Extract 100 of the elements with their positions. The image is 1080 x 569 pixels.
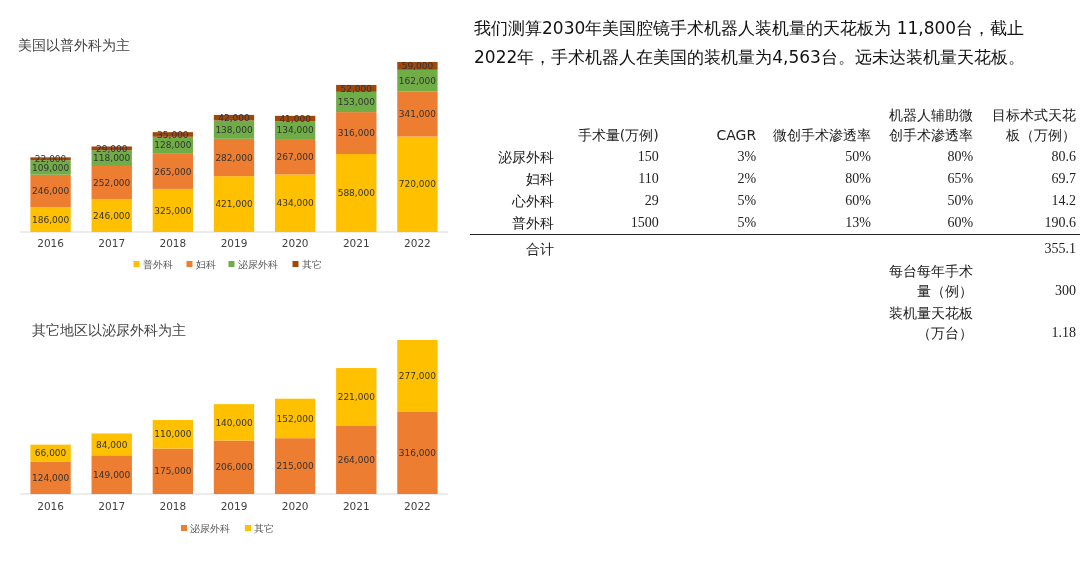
bar: [397, 340, 438, 412]
bar: [336, 368, 377, 426]
bar: [336, 112, 377, 155]
x-tick-label: 2022: [404, 500, 431, 512]
text: 装机量天花板（万台）: [889, 305, 974, 341]
bar: [152, 448, 194, 494]
data-label: 124,000: [31, 473, 70, 484]
category-label: 手术量(万例): [576, 126, 660, 145]
x-tick-label: 2020: [281, 237, 309, 249]
bar: [336, 154, 377, 232]
data-label: 128,000: [154, 140, 192, 151]
text: 5%: [737, 193, 757, 208]
data-label: 221,000: [337, 391, 376, 402]
x-tick-label: 2020: [281, 500, 309, 512]
data-label: 267,000: [276, 151, 315, 162]
data-label: 265,000: [154, 166, 192, 177]
text: 1500: [630, 215, 659, 230]
data-label: 246,000: [31, 186, 70, 197]
data-label: 252,000: [93, 177, 131, 188]
legend-label: 普外科: [142, 259, 173, 270]
data-label: 138,000: [215, 124, 253, 135]
x-tick-label: 2017: [98, 500, 126, 512]
data-label: 175,000: [154, 466, 192, 477]
text: 13%: [845, 215, 871, 230]
data-label: 153,000: [337, 97, 376, 108]
text: 80.6: [1051, 149, 1076, 164]
data-label: 84,000: [95, 439, 128, 450]
data-label: 134,000: [276, 125, 315, 136]
text: 65%: [947, 171, 974, 186]
data-label: 59,000: [401, 61, 434, 72]
data-label: 186,000: [31, 214, 70, 225]
bar: [274, 438, 316, 494]
bar: [397, 91, 438, 137]
data-label: 316,000: [337, 128, 376, 139]
bar: [336, 425, 377, 494]
bar: [213, 404, 255, 441]
data-label: 325,000: [154, 205, 192, 216]
text: 2%: [737, 171, 757, 186]
data-label: 206,000: [215, 462, 253, 473]
text: 我们测算2030年美国腔镜手术机器人装机量的天花板为 11,800台，截止2022年，手术机器人在美国的装机量为4,563台。远未达装机量天花板。: [474, 17, 1026, 69]
data-label: 109,000: [31, 162, 70, 173]
x-tick-label: 2016: [37, 500, 65, 512]
text: 300: [1055, 283, 1076, 298]
data-label: 421,000: [215, 199, 253, 210]
data-label: 341,000: [398, 109, 437, 120]
data-label: 152,000: [276, 413, 315, 424]
x-tick-label: 2019: [220, 237, 248, 249]
x-tick-label: 2018: [159, 500, 187, 512]
bar: [274, 174, 316, 232]
x-tick-label: 2017: [98, 237, 126, 249]
data-label: 118,000: [93, 153, 131, 164]
data-label: 720,000: [398, 179, 437, 190]
bar: [213, 176, 255, 232]
data-label: 162,000: [398, 75, 437, 86]
legend-label: 其它: [254, 523, 274, 534]
legend-label: 泌尿外科: [237, 259, 278, 270]
text: 150: [637, 149, 659, 164]
text: 14.2: [1051, 193, 1076, 208]
text: 5%: [737, 215, 757, 230]
text: 50%: [845, 149, 871, 164]
category-label: 合计: [526, 241, 555, 257]
data-label: 215,000: [276, 461, 315, 472]
category-label: 泌尿外科: [498, 149, 555, 165]
category-label: 目标术式天花板（万例）: [991, 106, 1077, 145]
x-tick-label: 2018: [159, 237, 187, 249]
category-label: 妇科: [526, 171, 555, 187]
data-label: 264,000: [337, 454, 376, 465]
category-label: 普外科: [512, 215, 555, 231]
text: 每台每年手术量（例）: [889, 263, 974, 299]
category-label: 微创手术渗透率: [772, 126, 872, 145]
data-label: 149,000: [93, 469, 131, 480]
data-label: 246,000: [93, 210, 131, 221]
text: 355.1: [1044, 241, 1076, 256]
category-label: 心外科: [512, 193, 555, 209]
bar: [397, 411, 438, 494]
data-label: 588,000: [337, 188, 376, 199]
text: 29: [644, 193, 659, 208]
text: 3%: [737, 149, 757, 164]
data-label: 140,000: [215, 417, 253, 428]
data-label: 282,000: [215, 152, 253, 163]
legend-label: 其它: [301, 259, 322, 270]
text: 110: [638, 171, 659, 186]
text: 60%: [947, 215, 974, 230]
x-tick-label: 2021: [342, 500, 370, 512]
data-label: 277,000: [398, 371, 437, 382]
chart-title: 美国以普外科为主: [18, 37, 130, 53]
data-label: 66,000: [34, 448, 67, 459]
data-label: 52,000: [340, 83, 373, 94]
x-tick-label: 2021: [342, 237, 370, 249]
category-label: 机器人辅助微创手术渗透率: [888, 106, 975, 145]
text: 50%: [947, 193, 974, 208]
x-tick-label: 2016: [37, 237, 65, 249]
data-label: 110,000: [154, 429, 192, 440]
data-label: 316,000: [398, 448, 437, 459]
x-tick-label: 2022: [404, 237, 431, 249]
category-label: CAGR: [715, 126, 758, 145]
chart-title: 其它地区以泌尿外科为主: [32, 322, 186, 338]
text: 190.6: [1044, 215, 1076, 230]
bar: [213, 440, 255, 494]
bar: [397, 136, 438, 232]
